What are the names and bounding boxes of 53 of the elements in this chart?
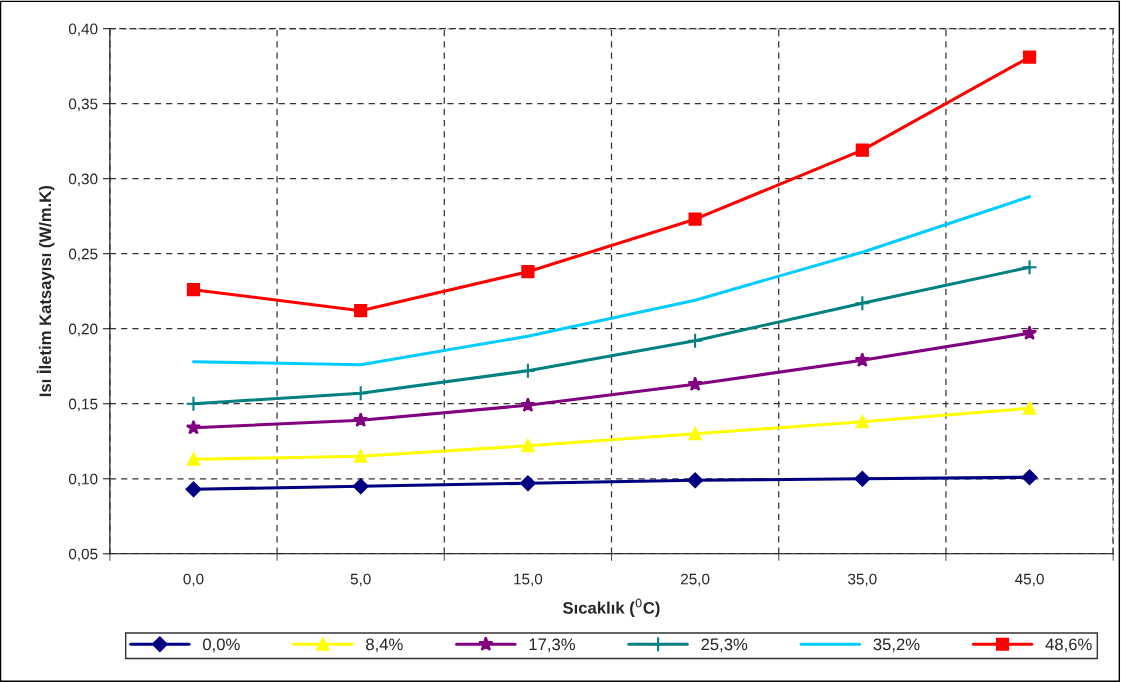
point [687,376,703,391]
x-tick-label: 5,0 [350,573,371,587]
point [185,419,202,435]
point [520,397,536,412]
point [687,332,704,349]
x-axis-title: Sıcaklık ($^{0}$C) [562,598,660,618]
point [687,472,704,489]
legend-label: 8,4% [366,638,403,653]
point [352,385,369,402]
y-tick-label: 0,10 [68,473,98,487]
legend-label: 17,3% [529,638,575,653]
point [854,295,871,312]
legend-label: 48,6% [1045,638,1092,653]
point [353,412,369,427]
point [186,452,201,466]
point [1021,325,1038,340]
point [185,395,202,412]
point [1022,401,1037,415]
x-tick-label: 15,0 [514,573,543,587]
y-tick-label: 0,30 [68,173,98,187]
x-tick-label: 0,0 [183,573,204,587]
x-tick-label: 25,0 [681,573,710,587]
point [688,212,702,226]
legend-label: 0,0% [202,638,240,653]
y-axis-title: Isı İletim Katsayısı (W/m.K) [36,185,55,397]
point [855,415,869,429]
point [185,481,202,498]
legend-label: 35,2% [873,638,920,653]
point [1021,469,1038,486]
point [1021,259,1038,276]
point [519,362,536,379]
y-tick-label: 0,25 [68,248,98,262]
point [521,265,535,279]
x-tick-label: 45,0 [1015,573,1044,587]
point [519,475,536,492]
y-tick-label: 0,05 [68,548,98,562]
point [354,304,368,318]
y-tick-label: 0,35 [68,98,98,112]
point [354,449,368,463]
point [854,352,870,367]
point [521,439,535,453]
point [854,470,871,487]
point [186,283,201,297]
y-tick-label: 0,20 [68,323,98,337]
line-series [191,195,1032,367]
point [855,143,869,157]
point [352,478,369,495]
legend-label: 25,3% [701,638,748,653]
y-tick-label: 0,15 [68,398,98,412]
y-tick-label: 0,40 [68,23,98,37]
point [688,427,702,441]
point [1022,50,1037,64]
x-tick-label: 35,0 [848,573,877,587]
